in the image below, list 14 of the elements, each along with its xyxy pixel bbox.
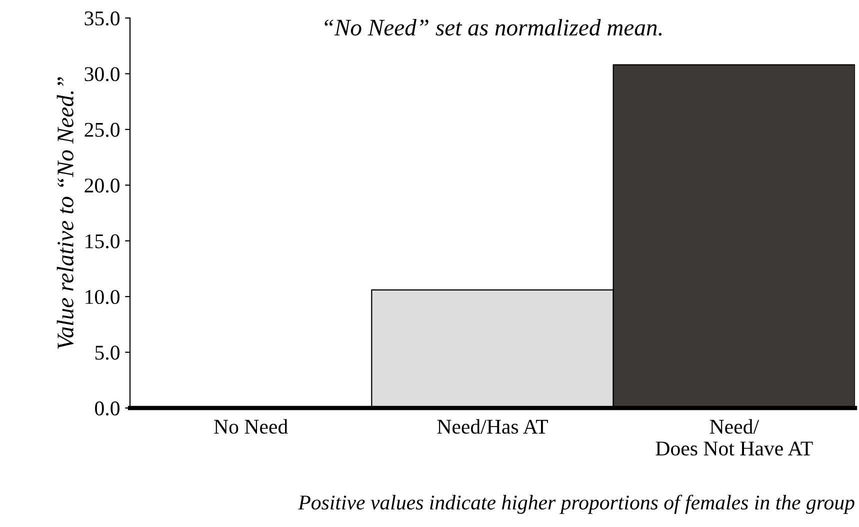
x-tick-label: Need/ Does Not Have AT: [656, 419, 813, 456]
x-tick-label: Need/Has AT: [437, 419, 548, 434]
y-tick-label: 15.0: [86, 234, 120, 248]
text: Positive values indicate higher proportions of females in the group: [298, 494, 854, 514]
y-tick-label: 25.0: [84, 122, 120, 137]
chart-title: “No Need” set as normalized mean.: [324, 18, 662, 36]
y-tick-label: 30.0: [84, 67, 120, 82]
y-tick-label: 35.0: [84, 11, 120, 26]
y-tick-label: 5.0: [95, 346, 120, 360]
y-tick-label: 0.0: [95, 401, 120, 416]
y-axis-title: Value relative to “No Need.”: [56, 77, 74, 349]
y-tick-label: 20.0: [84, 178, 120, 193]
x-tick-label: No Need: [214, 419, 288, 434]
y-tick-label: 10.0: [86, 290, 120, 304]
